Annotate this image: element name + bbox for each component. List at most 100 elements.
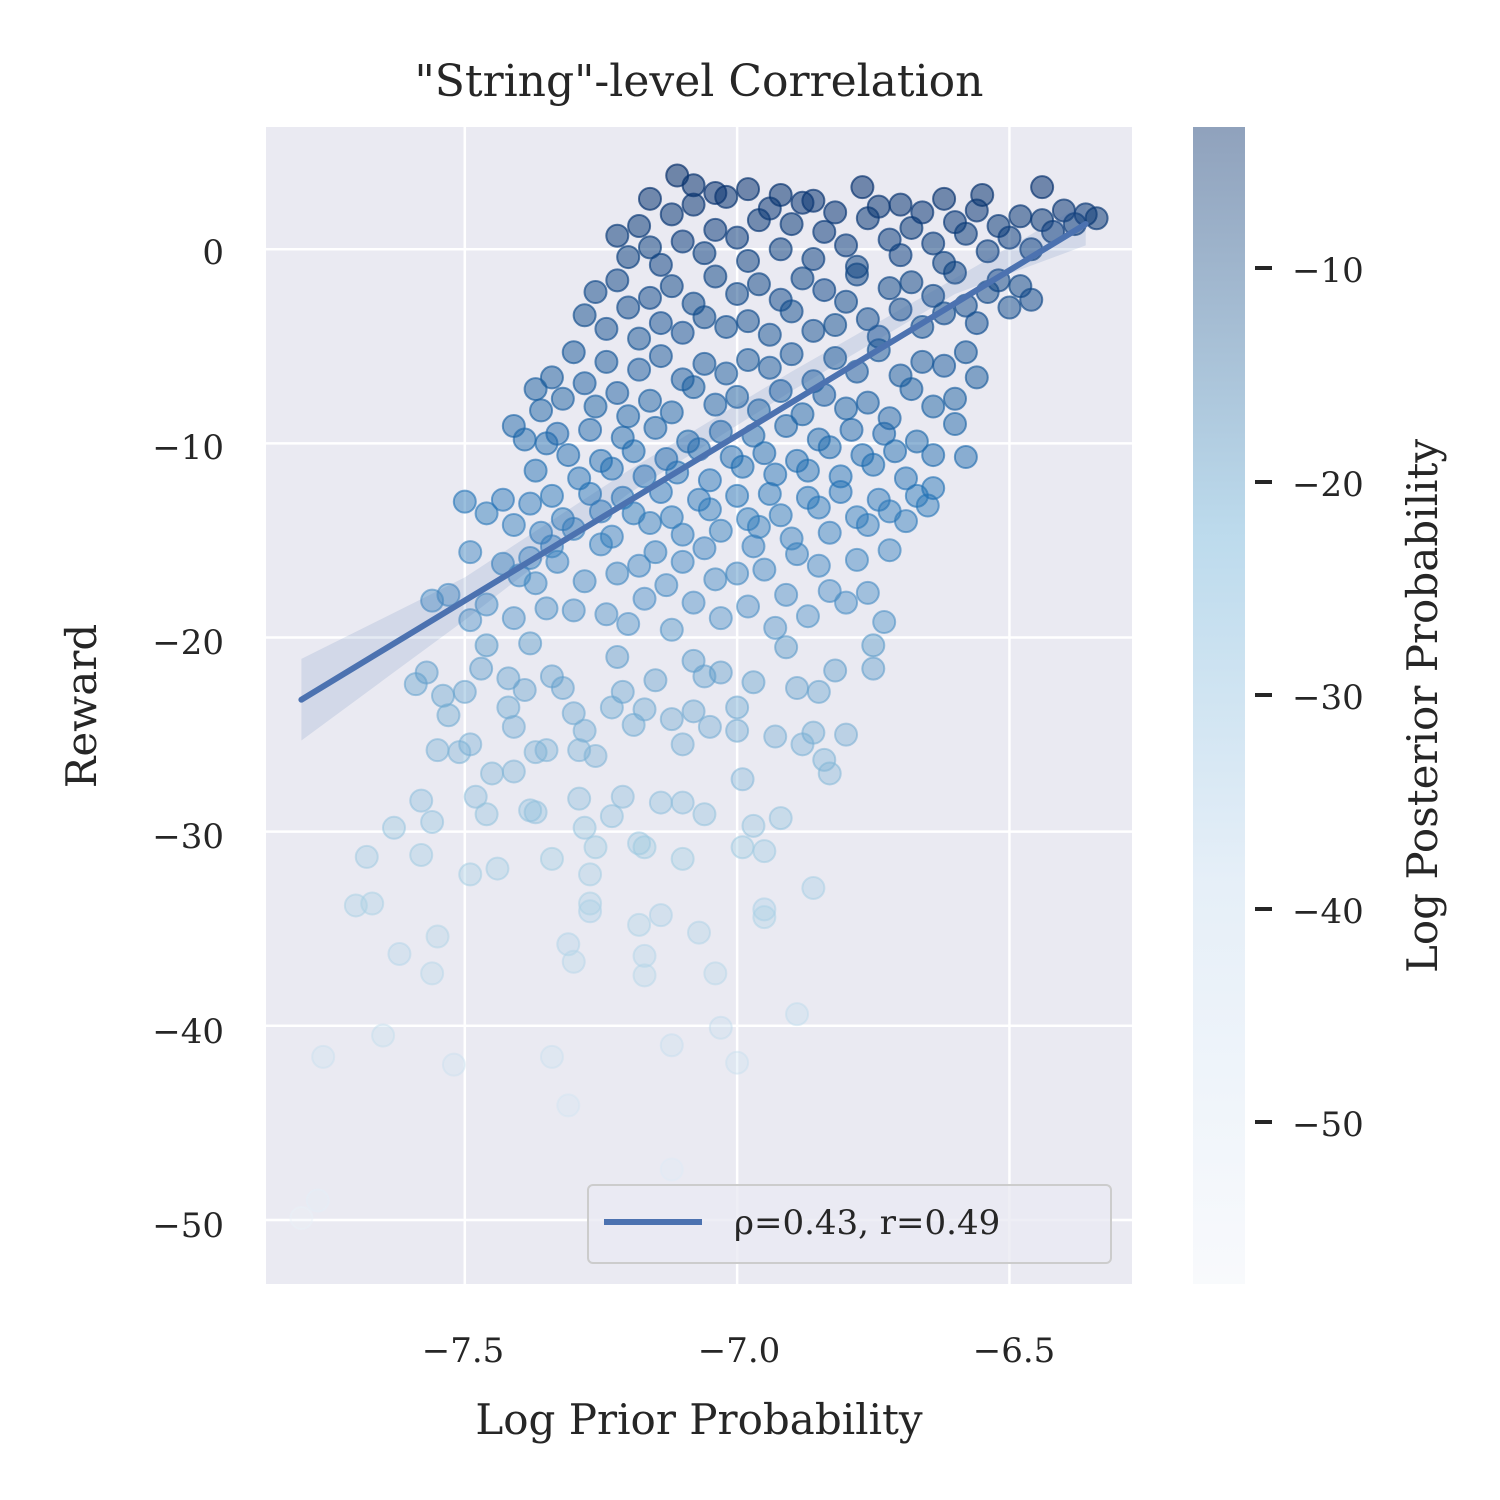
scatter-point [774,582,799,607]
scatter-point [550,386,575,411]
scatter-point [605,268,630,293]
scatter-point [823,658,848,683]
scatter-point [550,676,575,701]
scatter-point [741,813,766,838]
scatter-point [888,192,913,217]
scatter-point [932,186,957,211]
scatter-point [839,417,864,442]
scatter-point [752,897,777,922]
scatter-point [627,214,652,239]
scatter-point [659,202,684,227]
scatter-point [1019,287,1044,312]
scatter-points [289,163,1109,1230]
scatter-point [501,512,526,537]
scatter-point [578,899,603,924]
scatter-point [670,549,695,574]
scatter-point [632,835,657,860]
scatter-point [817,520,842,545]
ytick-label-1: −10 [152,428,224,468]
scatter-point [659,505,684,530]
scatter-point [844,547,869,572]
scatter-point [659,707,684,732]
y-axis-label: Reward [57,624,106,788]
scatter-point [529,520,554,545]
scatter-point [692,241,717,266]
scatter-point [381,815,406,840]
scatter-point [594,316,619,341]
scatter-point [725,561,750,586]
scatter-point [970,182,995,207]
scatter-point [877,406,902,431]
scatter-point [616,404,641,429]
scatter-point [812,278,837,303]
scatter-point [458,862,483,887]
scatter-point [877,538,902,563]
colorbar-tick-label-4: −50 [1292,1105,1364,1145]
scatter-point [877,276,902,301]
scatter-point [311,1044,336,1069]
scatter-point [583,280,608,305]
scatter-point [670,229,695,254]
scatter-point [725,483,750,508]
scatter-point [752,839,777,864]
scatter-point [893,509,918,534]
xtick-label-0: −7.5 [422,1331,505,1371]
scatter-point [523,571,548,596]
scatter-point [823,346,848,371]
scatter-point [583,743,608,768]
scatter-point [594,602,619,627]
scatter-point [779,299,804,324]
scatter-point [801,318,826,343]
scatter-point [643,668,668,693]
scatter-point [888,297,913,322]
legend-entry-label: ρ=0.43, r=0.49 [734,1203,1000,1243]
scatter-point [921,394,946,419]
scatter-point [572,303,597,328]
scatter-point [921,231,946,256]
scatter-point [730,454,755,479]
scatter-point [496,666,521,691]
scatter-point [534,596,559,621]
xtick-label-2: −6.5 [973,1331,1056,1371]
scatter-point [610,784,635,809]
scatter-point [637,186,662,211]
scatter-point [703,392,728,417]
scatter-point [806,679,831,704]
x-axis-label: Log Prior Probability [475,1395,923,1444]
scatter-point [872,610,897,635]
scatter-point [757,355,782,380]
scatter-point [910,349,935,374]
scatter-point [834,722,859,747]
scatter-point [632,697,657,722]
scatter-point [452,679,477,704]
scatter-point [806,495,831,520]
scatter-point [561,949,586,974]
scatter-point [855,580,880,605]
scatter-point [806,553,831,578]
scatter-point [861,633,886,658]
regression-ci-band [301,202,1086,741]
scatter-point [779,342,804,367]
scatter-point [387,941,412,966]
scatter-point [637,285,662,310]
scatter-point [855,512,880,537]
scatter-point [768,503,793,528]
scatter-point [768,237,793,262]
scatter-point [752,441,777,466]
scatter-point [964,365,989,390]
scatter-point [801,188,826,213]
scatter-point [861,656,886,681]
scatter-point [790,402,815,427]
scatter-point [736,594,761,619]
scatter-point [523,800,548,825]
scatter-point [964,311,989,336]
scatter-point [817,578,842,603]
ytick-label-2: −20 [152,623,224,663]
scatter-point [670,320,695,345]
scatter-point [834,233,859,258]
scatter-point [441,1052,466,1077]
scatter-point [725,695,750,720]
scatter-point [697,468,722,493]
regression-line [298,221,1089,703]
scatter-point [621,439,646,464]
